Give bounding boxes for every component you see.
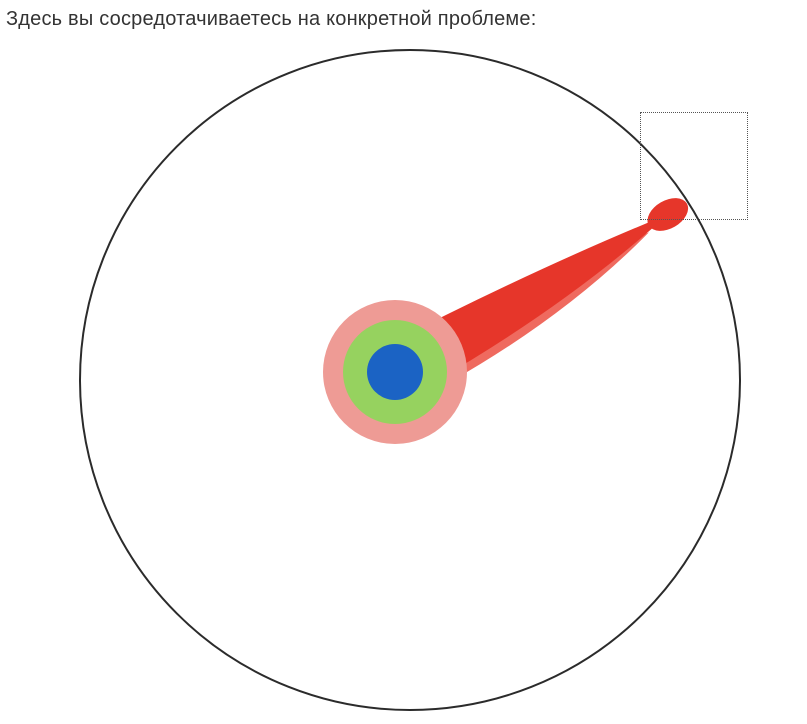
diagram-svg <box>0 0 807 724</box>
hub-ring-inner <box>367 344 423 400</box>
selection-box <box>640 112 748 220</box>
